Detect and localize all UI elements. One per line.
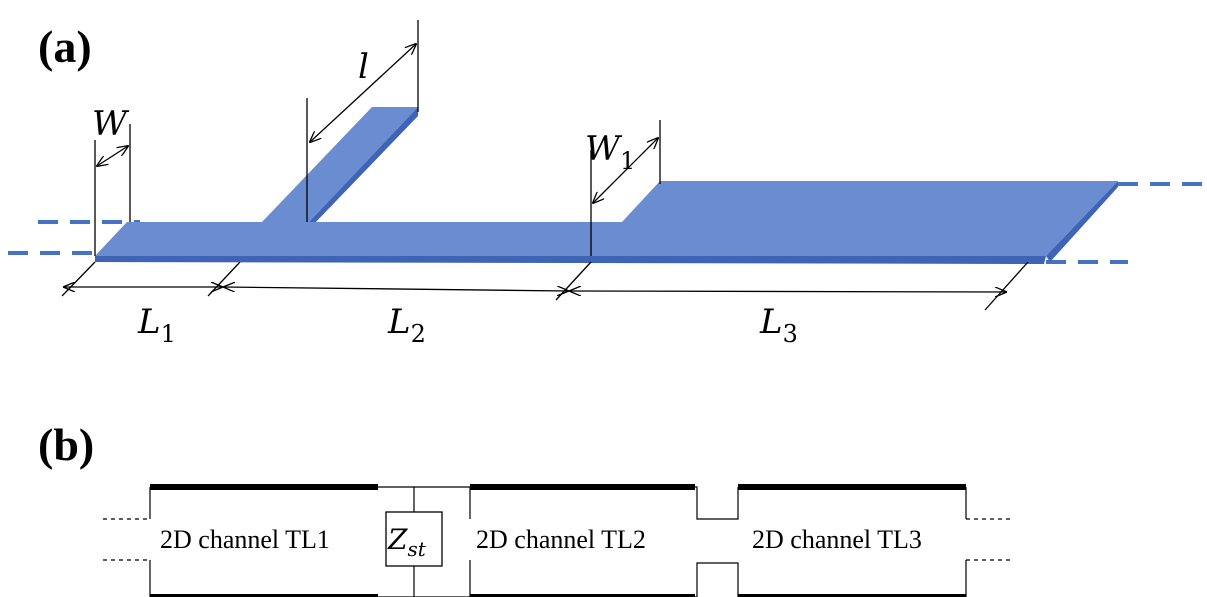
dimension-l-row: L1 L2 L3	[61, 261, 1029, 348]
panel-b-label: (b)	[38, 419, 94, 470]
tl2-label: 2D channel TL2	[476, 525, 646, 554]
tl3-section	[738, 484, 967, 597]
stub-top-surface	[262, 107, 418, 222]
microstrip-top-surface	[95, 181, 1118, 256]
tl2-section	[469, 484, 695, 597]
dimension-l: l	[306, 20, 419, 222]
panel-a: (a) W l W1	[8, 20, 1207, 348]
l3-label: L3	[759, 302, 798, 348]
w-label: W	[92, 104, 130, 144]
microstrip-side-edge	[1046, 181, 1118, 262]
zst-element: Zst	[378, 486, 470, 597]
l2-label: L2	[387, 302, 426, 348]
tl1-section	[149, 484, 378, 597]
w1-label: W1	[585, 129, 635, 175]
l-label: l	[358, 47, 369, 87]
step-junction	[695, 486, 739, 597]
zst-label: Zst	[387, 523, 427, 561]
tl1-label: 2D channel TL1	[160, 525, 330, 554]
dimension-w1: W1	[585, 120, 661, 256]
microstrip-front-edge	[95, 256, 1046, 264]
tl3-label: 2D channel TL3	[752, 525, 922, 554]
dimension-w: W	[92, 104, 131, 256]
panel-a-label: (a)	[38, 21, 92, 72]
panel-b: (b) 2D channel TL1 Zst	[38, 419, 1014, 597]
zst-box	[385, 511, 443, 567]
l1-label: L1	[137, 302, 176, 348]
